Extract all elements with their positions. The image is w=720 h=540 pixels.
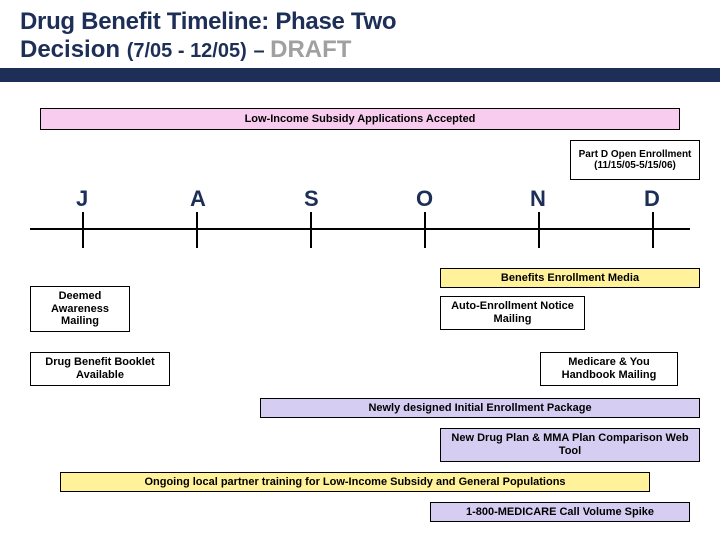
title-line2: Decision (7/05 - 12/05) – DRAFT <box>20 36 700 64</box>
tick-j <box>82 212 84 248</box>
lis-apps-bar: Low-Income Subsidy Applications Accepted <box>40 108 680 130</box>
month-d: D <box>644 186 660 212</box>
title-line1: Drug Benefit Timeline: Phase Two <box>20 8 700 36</box>
medicare-handbook-mailing-box: Medicare & You Handbook Mailing <box>540 352 678 386</box>
slide-root: Drug Benefit Timeline: Phase Two Decisio… <box>0 0 720 540</box>
tick-n <box>538 212 540 248</box>
month-a: A <box>190 186 206 212</box>
title-underline-bar <box>0 68 720 82</box>
month-o: O <box>416 186 433 212</box>
timeline-axis <box>30 228 690 230</box>
tick-s <box>310 212 312 248</box>
benefits-enrollment-media-box: Benefits Enrollment Media <box>440 268 700 288</box>
part-d-open-enrollment-box: Part D Open Enrollment (11/15/05-5/15/06… <box>570 140 700 180</box>
drug-benefit-booklet-box: Drug Benefit Booklet Available <box>30 352 170 386</box>
title-block: Drug Benefit Timeline: Phase Two Decisio… <box>0 0 720 64</box>
title-dash: – <box>253 40 270 62</box>
tick-o <box>424 212 426 248</box>
title-draft: DRAFT <box>270 36 351 63</box>
month-j: J <box>76 186 88 212</box>
month-n: N <box>530 186 546 212</box>
initial-enrollment-package-box: Newly designed Initial Enrollment Packag… <box>260 398 700 418</box>
plan-comparison-web-tool-box: New Drug Plan & MMA Plan Comparison Web … <box>440 428 700 462</box>
title-prefix: Decision <box>20 36 127 63</box>
medicare-call-volume-spike-box: 1-800-MEDICARE Call Volume Spike <box>430 502 690 522</box>
month-s: S <box>304 186 319 212</box>
tick-d <box>652 212 654 248</box>
deemed-awareness-mailing-box: Deemed Awareness Mailing <box>30 286 130 332</box>
part-d-open-enrollment-text: Part D Open Enrollment (11/15/05-5/15/06… <box>575 149 695 172</box>
auto-enrollment-notice-box: Auto-Enrollment Notice Mailing <box>440 296 585 330</box>
ongoing-partner-training-box: Ongoing local partner training for Low-I… <box>60 472 650 492</box>
title-dates: (7/05 - 12/05) <box>127 40 247 62</box>
tick-a <box>196 212 198 248</box>
